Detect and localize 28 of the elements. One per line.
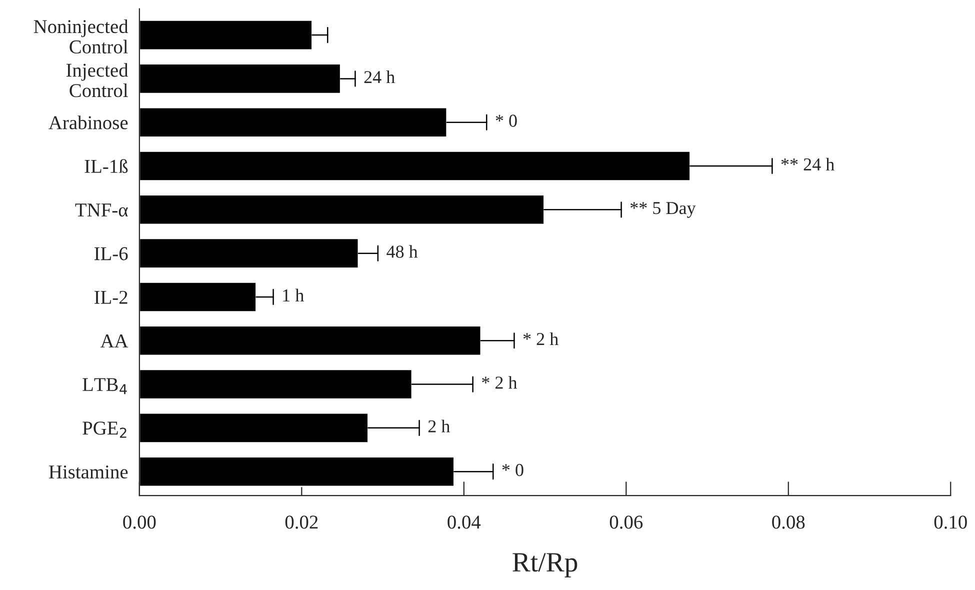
annotation: ** 24 h [781,158,834,170]
y-tick-label: AA [100,334,128,348]
annotation: 1 h [283,288,304,302]
x-tick-label: 0.08 [772,516,805,529]
y-tick-label: Noninjected Control [34,19,128,54]
annotation: * 2 h [523,332,558,345]
annotation: * 0 [496,114,517,127]
y-tick-label: PGE$_{2}$ [82,422,126,438]
y-tick-label: Arabinose [48,116,128,130]
x-tick-label: 0.10 [934,516,967,529]
y-tick-label: IL-1ß [84,159,128,173]
y-tick-label: Injected Control [66,63,128,98]
x-tick-label: 0.06 [610,516,643,529]
x-tick-label: 0.00 [123,516,156,529]
annotation: * 0 [502,464,524,476]
annotation: 48 h [386,245,418,258]
annotation: ** 5 Day [630,202,696,218]
annotation: 2 h [428,420,450,432]
y-tick-label: IL-2 [94,290,128,304]
x-tick-label: 0.04 [448,516,481,529]
annotation: 24 h [364,70,395,84]
x-tick-label: 0.02 [285,516,318,529]
y-tick-label: Histamine [48,465,128,479]
y-tick-label: LTB$_{4}$ [82,378,127,394]
y-tick-label: IL-6 [94,247,128,260]
annotation: * 2 h [482,376,518,389]
y-tick-label: TNF-α [75,204,128,217]
x-axis-title: Rt/Rp [512,553,578,578]
